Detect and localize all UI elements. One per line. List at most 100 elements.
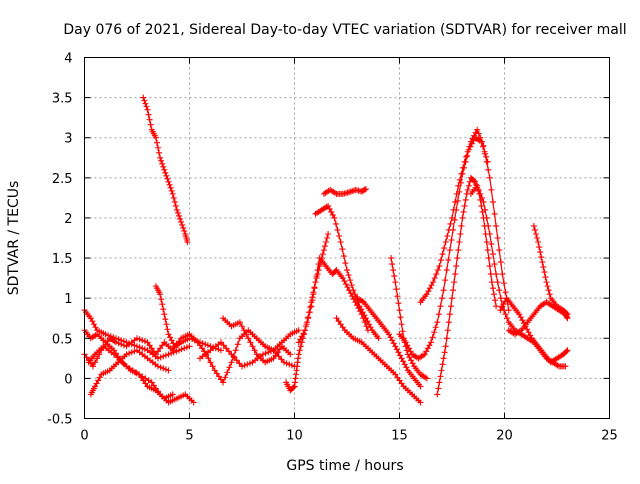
data-point [131,342,138,349]
data-point [105,332,112,339]
data-point [471,132,478,139]
data-point [447,220,454,227]
data-point [241,327,248,334]
data-point [497,259,504,266]
x-tick-label: 0 [80,429,88,444]
data-point [485,166,492,173]
data-point [519,317,526,324]
y-tick-label: 3.5 [52,92,73,107]
data-point [239,323,245,330]
data-point [435,311,442,318]
data-point [160,306,167,313]
series-arc-20 [417,126,512,314]
data-point [94,355,101,362]
y-tick-label: 3 [64,132,72,147]
data-point [408,357,415,364]
data-point [325,230,332,237]
data-point [160,163,167,170]
ticks [84,57,610,419]
data-point [478,194,485,201]
data-point [140,377,147,384]
data-point [463,153,470,160]
data-point [467,138,474,145]
data-point [199,345,206,352]
data-point [303,321,310,328]
x-tick-label: 25 [601,429,618,444]
data-point [113,335,119,342]
data-point [405,345,412,352]
data-point [181,227,188,234]
data-point [136,344,143,351]
data-point [516,311,523,318]
data-point [245,335,252,342]
data-point [155,348,161,355]
data-point [403,364,410,371]
data-point [296,347,303,354]
data-point [178,346,185,353]
data-point [152,134,159,141]
series-arc-14 [312,202,382,342]
data-point [489,251,496,258]
data-point [493,271,500,278]
data-point [262,350,269,357]
data-point [461,202,468,209]
data-point [174,209,181,216]
data-point [239,363,245,370]
data-point [320,247,327,254]
data-point [452,198,459,205]
data-point [249,343,256,350]
data-point [331,214,338,221]
data-point [158,296,165,303]
data-point [89,363,96,370]
data-point [140,94,147,101]
data-point [218,376,224,383]
data-point [310,291,317,298]
data-point [147,121,154,128]
data-point [176,212,182,219]
data-point [486,263,493,270]
data-point [478,202,485,209]
data-point [172,202,179,209]
data-point [437,303,444,310]
data-point [389,337,396,344]
data-point [153,139,160,146]
data-point [339,324,346,331]
data-point [448,237,455,244]
data-point [426,342,433,349]
data-point [375,335,382,342]
data-point [90,321,97,328]
data-point [402,339,409,346]
data-point [491,210,498,217]
data-point [144,106,151,113]
data-point [533,230,539,237]
data-point [247,339,254,346]
data-point [444,232,451,239]
series-arc-02 [81,307,193,362]
data-point [348,282,355,289]
data-point [295,351,302,358]
data-point [445,226,452,233]
data-point [312,279,319,286]
data-point [356,303,363,310]
data-point [126,350,133,357]
data-point [295,339,302,346]
data-point [332,268,339,275]
data-point [342,260,349,267]
data-point [425,288,432,295]
data-point [449,214,455,221]
y-tick-labels: -0.5 0 0.5 1 1.5 2 2.5 3 3.5 4 [47,52,72,428]
data-point [483,239,490,246]
data-point [160,365,167,372]
data-point [165,367,172,374]
data-point [123,351,130,358]
data-point [491,261,498,268]
data-point [164,326,171,333]
data-point [393,346,400,353]
data-point [424,345,431,352]
data-point [450,206,457,213]
data-point [401,361,408,368]
data-point [488,241,495,248]
data-point [350,287,357,294]
data-point [454,255,461,262]
data-point [428,339,434,346]
